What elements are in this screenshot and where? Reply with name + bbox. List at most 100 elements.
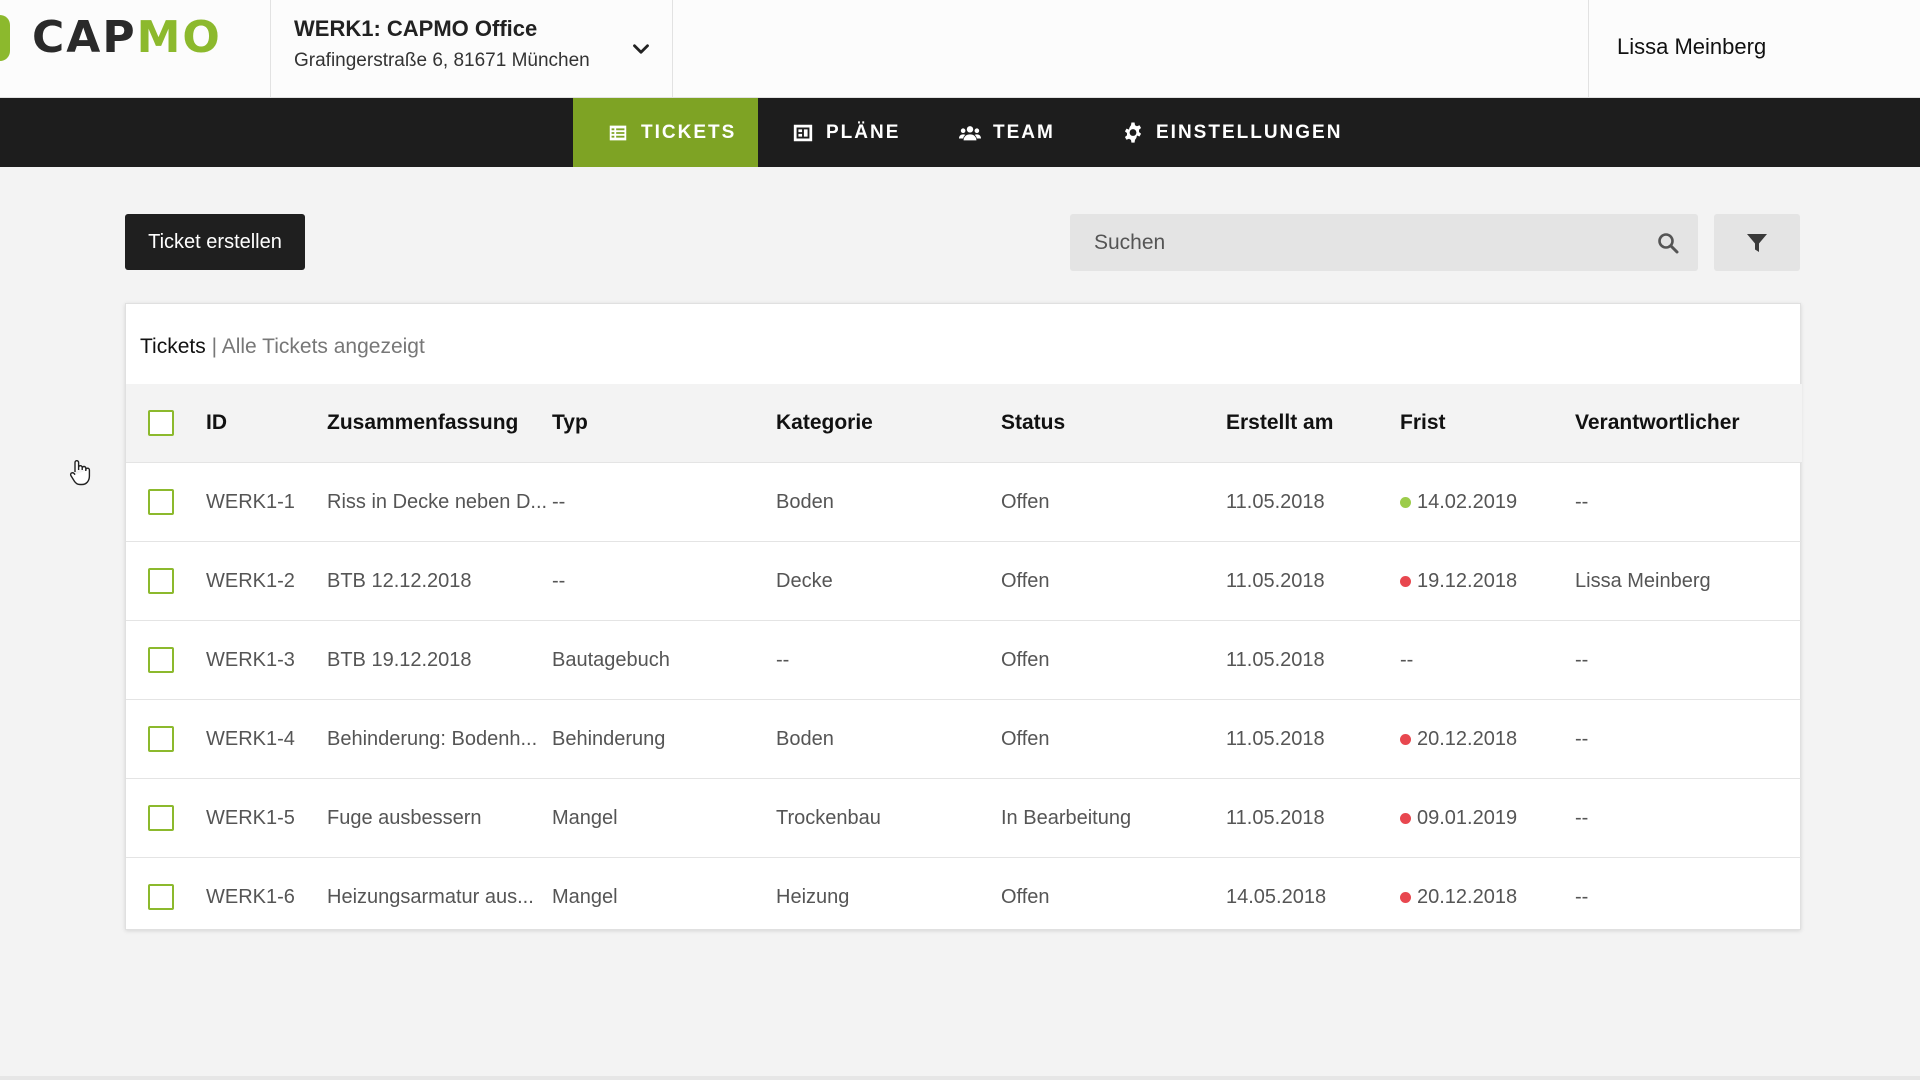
cell-id-text: WERK1-3	[206, 648, 295, 671]
search-icon[interactable]	[1656, 231, 1680, 255]
table-subtitle: | Alle Tickets angezeigt	[211, 335, 425, 358]
tab-einstellungen[interactable]: EINSTELLUNGEN	[1088, 98, 1376, 167]
bottom-edge	[0, 1076, 1920, 1080]
cell-type-text: Mangel	[552, 806, 618, 829]
cell-category-text: Heizung	[776, 885, 850, 908]
cell-id: WERK1-3	[206, 621, 295, 699]
cell-owner: --	[1575, 779, 1588, 857]
table-row[interactable]: WERK1-5 Fuge ausbessern Mangel Trockenbau In…	[126, 778, 1802, 857]
cell-created: 11.05.2018	[1226, 542, 1325, 620]
header-summary[interactable]: Zusammenfassung	[327, 411, 519, 434]
cell-deadline: 20.12.2018	[1400, 700, 1517, 778]
row-checkbox[interactable]	[148, 884, 174, 910]
cell-summary: BTB 19.12.2018	[327, 621, 472, 699]
cell-summary-text: Heizungsarmatur aus...	[327, 885, 534, 908]
deadline-status-dot	[1400, 496, 1411, 508]
cell-status: Offen	[1001, 858, 1050, 936]
cell-summary-text: Behinderung: Bodenh...	[327, 727, 538, 750]
select-all-checkbox[interactable]	[148, 410, 174, 436]
tab-plaene-label: PLÄNE	[826, 121, 901, 143]
cell-category-text: --	[776, 648, 790, 671]
hand-cursor-icon	[69, 460, 91, 486]
user-name[interactable]: Lissa Meinberg	[1617, 34, 1767, 59]
row-checkbox[interactable]	[148, 726, 174, 752]
cell-deadline-text: 19.12.2018	[1417, 569, 1518, 592]
table-title: Tickets | Alle Tickets angezeigt	[140, 332, 425, 362]
chevron-down-icon[interactable]	[628, 36, 654, 62]
table-row[interactable]: WERK1-1 Riss in Decke neben D... -- Boden Of…	[126, 462, 1802, 541]
header-id[interactable]: ID	[206, 411, 227, 434]
cell-id: WERK1-4	[206, 700, 295, 778]
cell-id: WERK1-2	[206, 542, 295, 620]
table-title-label: Tickets	[140, 335, 206, 358]
cell-type: Mangel	[552, 779, 618, 857]
header-divider	[270, 0, 271, 98]
cell-type-text: --	[552, 490, 566, 513]
cell-category: Boden	[776, 463, 834, 541]
cell-created-text: 11.05.2018	[1226, 806, 1325, 829]
list-icon	[609, 125, 627, 140]
row-checkbox[interactable]	[148, 568, 174, 594]
cell-owner-text: Lissa Meinberg	[1575, 569, 1711, 592]
cell-deadline-text: 20.12.2018	[1417, 885, 1518, 908]
cell-type: --	[552, 463, 565, 541]
cell-summary: Riss in Decke neben D...	[327, 463, 547, 541]
cell-owner-text: --	[1575, 727, 1589, 750]
cell-id: WERK1-6	[206, 858, 295, 936]
cell-owner-text: --	[1575, 885, 1589, 908]
filter-button[interactable]	[1714, 214, 1800, 271]
cell-type: Behinderung	[552, 700, 665, 778]
create-ticket-button[interactable]: Ticket erstellen	[125, 214, 305, 270]
cell-status-text: In Bearbeitung	[1001, 806, 1132, 829]
row-checkbox[interactable]	[148, 489, 174, 515]
plans-icon	[793, 124, 813, 141]
table-row[interactable]: WERK1-6 Heizungsarmatur aus... Mangel Heizu…	[126, 857, 1802, 936]
cell-created-text: 11.05.2018	[1226, 727, 1325, 750]
filter-icon	[1747, 233, 1767, 252]
search-input[interactable]	[1070, 214, 1630, 271]
tab-plaene[interactable]: PLÄNE	[758, 98, 934, 167]
table-row[interactable]: WERK1-3 BTB 19.12.2018 Bautagebuch -- Offen 1…	[126, 620, 1802, 699]
deadline-status-dot	[1400, 891, 1411, 903]
logo-text: CAPMO	[32, 14, 222, 62]
cell-id-text: WERK1-1	[206, 490, 295, 513]
table-row[interactable]: WERK1-4 Behinderung: Bodenh... Behinderung…	[126, 699, 1802, 778]
cell-created: 11.05.2018	[1226, 463, 1325, 541]
cell-deadline: 14.02.2019	[1400, 463, 1517, 541]
cell-status: Offen	[1001, 621, 1050, 699]
cell-status: Offen	[1001, 542, 1050, 620]
tab-team[interactable]: TEAM	[925, 98, 1089, 167]
main-nav: TICKETS PLÄNE TEAM EINSTELLUNGEN	[0, 98, 1920, 167]
deadline-status-dot	[1400, 733, 1411, 745]
header-divider	[1588, 0, 1589, 98]
header-category[interactable]: Kategorie	[776, 411, 873, 434]
cell-created-text: 11.05.2018	[1226, 648, 1325, 671]
cell-summary-text: BTB 12.12.2018	[327, 569, 472, 592]
project-selector[interactable]: WERK1: CAPMO Office Grafingerstraße 6, 8…	[294, 14, 654, 76]
row-checkbox[interactable]	[148, 647, 174, 673]
header-status[interactable]: Status	[1001, 411, 1066, 434]
cell-deadline: --	[1400, 621, 1413, 699]
users-icon	[959, 125, 981, 140]
cell-deadline: 20.12.2018	[1400, 858, 1517, 936]
cell-created-text: 11.05.2018	[1226, 490, 1325, 513]
cell-owner-text: --	[1575, 490, 1589, 513]
cell-category-text: Trockenbau	[776, 806, 881, 829]
cell-deadline-text: 09.01.2019	[1417, 806, 1518, 829]
row-checkbox[interactable]	[148, 805, 174, 831]
cell-owner: --	[1575, 858, 1588, 936]
header-owner[interactable]: Verantwortlicher	[1575, 411, 1740, 434]
cell-id-text: WERK1-4	[206, 727, 295, 750]
search-box	[1070, 214, 1698, 271]
capmo-logo[interactable]: CAPMO	[0, 14, 222, 62]
cell-created: 14.05.2018	[1226, 858, 1326, 936]
header-created[interactable]: Erstellt am	[1226, 411, 1334, 434]
cell-deadline: 09.01.2019	[1400, 779, 1517, 857]
cell-category: Trockenbau	[776, 779, 881, 857]
header-deadline[interactable]: Frist	[1400, 411, 1446, 434]
table-header: ID Zusammenfassung Typ Kategorie Status …	[126, 384, 1802, 462]
tab-tickets[interactable]: TICKETS	[573, 98, 758, 167]
cell-owner: --	[1575, 700, 1588, 778]
table-row[interactable]: WERK1-2 BTB 12.12.2018 -- Decke Offen 11.05.2…	[126, 541, 1802, 620]
header-type[interactable]: Typ	[552, 411, 588, 434]
